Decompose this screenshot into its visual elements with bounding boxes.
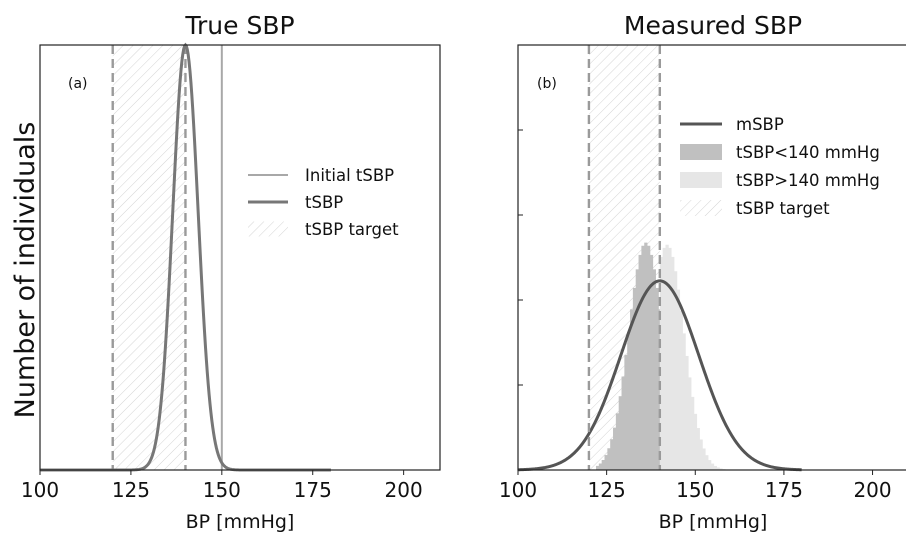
histogram-bar <box>644 242 648 470</box>
histogram-bar <box>635 269 639 470</box>
histogram-bar <box>679 310 683 470</box>
histogram-bar <box>668 247 672 470</box>
x-tick-label: 125 <box>112 478 150 502</box>
histogram-bar <box>662 247 666 470</box>
reference-lines <box>111 45 187 470</box>
histogram-bar <box>615 413 620 470</box>
histogram-bar <box>618 396 622 470</box>
legend-label: tSBP <box>305 193 343 212</box>
histogram-bar <box>685 355 689 470</box>
histogram-bar <box>708 460 712 470</box>
histogram-bar <box>621 376 625 470</box>
panel-a-title: True SBP <box>184 11 294 40</box>
x-tick-label: 100 <box>499 478 537 502</box>
histogram-bar <box>719 468 723 470</box>
x-axis: 100 125 150 175 200 <box>21 470 423 502</box>
histogram-bar <box>613 427 617 470</box>
histogram-bar <box>682 333 686 470</box>
series-group <box>517 242 802 472</box>
legend: Initial tSBP tSBP tSBP target <box>248 166 399 239</box>
histogram-bar <box>598 463 603 470</box>
legend-swatch <box>248 221 288 237</box>
histogram-bar <box>688 377 692 470</box>
histogram-bar <box>705 455 709 470</box>
x-tick-label: 150 <box>203 478 241 502</box>
legend-swatch <box>680 144 722 160</box>
histogram-bar <box>696 428 700 470</box>
x-axis-label: BP [mmHg] <box>659 511 768 533</box>
x-tick-label: 200 <box>385 478 423 502</box>
x-tick-label: 200 <box>853 478 891 502</box>
x-tick-label: 125 <box>588 478 626 502</box>
legend-label: mSBP <box>736 115 784 134</box>
histogram-bar <box>607 448 611 470</box>
histogram-bar <box>693 413 698 470</box>
histogram-bar <box>665 244 669 470</box>
tsbp-target-band <box>112 45 186 470</box>
x-tick-label: 100 <box>21 478 59 502</box>
histogram-bar <box>652 269 656 470</box>
histogram-bar <box>649 254 654 470</box>
histogram-bar <box>710 463 715 470</box>
msbp-curve <box>517 279 802 472</box>
legend-label: tSBP target <box>305 220 399 239</box>
legend: mSBP tSBP<140 mmHg tSBP>140 mmHg tSBP targe… <box>680 115 880 218</box>
panel-label: (b) <box>537 76 557 92</box>
histogram-bar <box>674 271 678 470</box>
plot-frame <box>39 44 441 471</box>
histogram-bar <box>604 455 608 470</box>
x-tick-label: 150 <box>676 478 714 502</box>
histogram-bar <box>655 287 659 470</box>
y-axis-label: Number of individuals <box>10 122 41 419</box>
histogram-bar <box>632 287 637 470</box>
histogram-bar <box>630 309 634 470</box>
histogram-bar <box>641 245 645 470</box>
histogram-bar <box>713 465 717 470</box>
panel-b: Measured SBP (b) 100 125 150 175 200 BP [mmH… <box>499 11 906 533</box>
histogram-bar <box>699 439 703 470</box>
histogram-bar <box>702 448 706 470</box>
histogram-bar <box>627 332 631 470</box>
histogram-bar <box>601 460 605 470</box>
x-axis-label: BP [mmHg] <box>186 511 295 533</box>
x-axis: 100 125 150 175 200 <box>499 470 892 502</box>
legend-swatch <box>680 200 722 216</box>
panel-b-title: Measured SBP <box>624 11 802 40</box>
y-axis <box>518 129 523 386</box>
legend-label: tSBP>140 mmHg <box>736 171 880 190</box>
histogram-bar <box>638 254 642 470</box>
legend-label: tSBP target <box>736 199 830 218</box>
histogram-bar <box>716 467 720 470</box>
histogram-bar <box>624 354 628 470</box>
histogram-bar <box>659 256 664 470</box>
panel-a: True SBP (a) 100 125 150 175 200 BP [mmHg] I… <box>21 11 441 533</box>
histogram-bar <box>647 245 651 470</box>
panel-label: (a) <box>68 76 88 92</box>
x-tick-label: 175 <box>765 478 803 502</box>
plot-frame <box>517 44 906 471</box>
histogram-bar <box>691 396 695 470</box>
legend-swatch <box>680 172 722 188</box>
histogram-bar <box>676 289 681 470</box>
target-band <box>112 45 186 470</box>
legend-label: tSBP<140 mmHg <box>736 143 880 162</box>
histogram-bar <box>671 256 675 470</box>
histogram-bar <box>596 465 600 470</box>
reference-lines <box>587 45 662 470</box>
x-tick-label: 175 <box>294 478 332 502</box>
histogram-bar <box>610 439 614 470</box>
legend-label: Initial tSBP <box>305 166 394 185</box>
